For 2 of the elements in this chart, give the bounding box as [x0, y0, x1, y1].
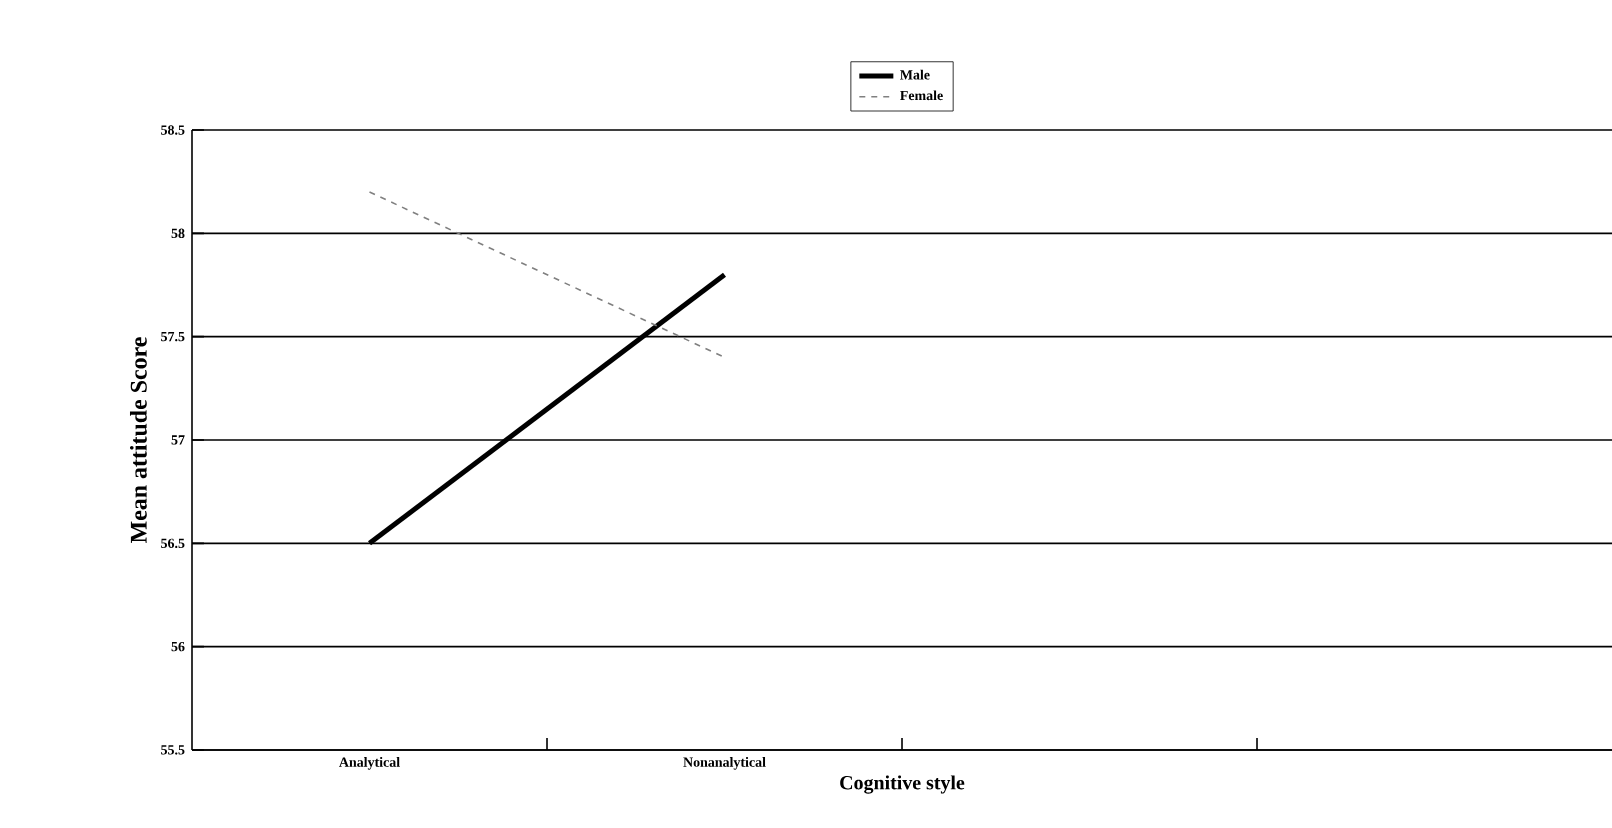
x-axis-title: Cognitive style [840, 775, 965, 794]
y-axis-title: Mean attitude Score [129, 337, 147, 543]
